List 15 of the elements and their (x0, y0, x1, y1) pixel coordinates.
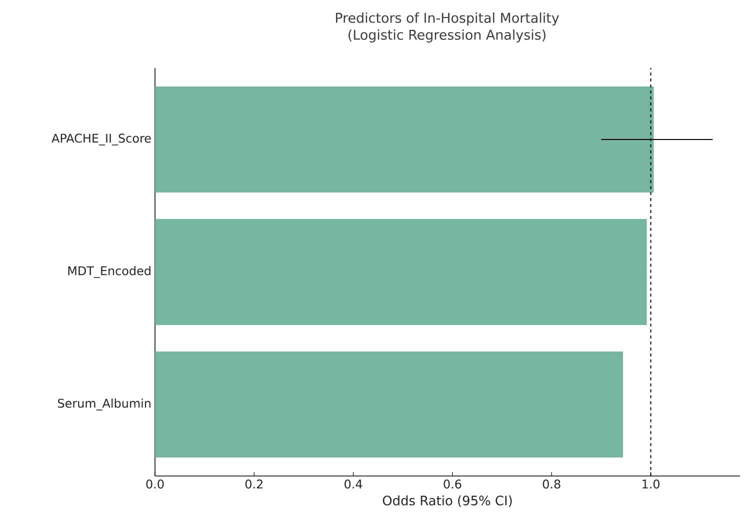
chart-subtitle: (Logistic Regression Analysis) (348, 29, 546, 42)
x-axis-title: Odds Ratio (95% CI) (382, 495, 512, 507)
bar (155, 86, 654, 193)
x-tick-label: 0.6 (444, 480, 462, 489)
x-tick-label: 0.8 (542, 480, 560, 489)
y-tick-label: Serum_Albumin (58, 398, 150, 410)
y-tick-label: MDT_Encoded (68, 266, 150, 278)
x-tick-label: 0.2 (245, 480, 262, 489)
x-tick-label: 1.0 (642, 480, 660, 489)
x-tick-label: 0.4 (344, 480, 362, 489)
bar (155, 219, 647, 325)
y-tick-label: APACHE_II_Score (52, 134, 151, 146)
bar (155, 351, 624, 458)
chart-title: Predictors of In-Hospital Mortality (336, 12, 559, 26)
x-tick-label: 0.0 (146, 480, 164, 489)
